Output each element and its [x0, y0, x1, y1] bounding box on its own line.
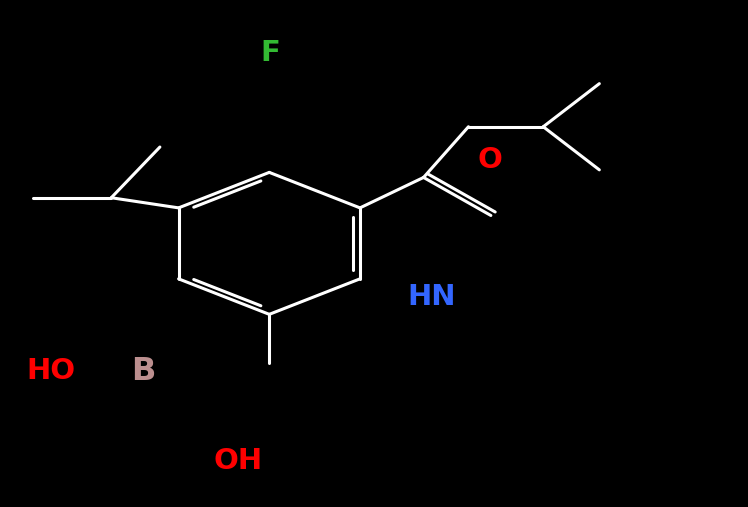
Text: O: O [477, 146, 502, 174]
Text: F: F [261, 39, 280, 67]
Text: HN: HN [408, 282, 456, 311]
Text: B: B [132, 355, 156, 387]
Text: HO: HO [26, 357, 76, 385]
Text: OH: OH [213, 447, 263, 476]
